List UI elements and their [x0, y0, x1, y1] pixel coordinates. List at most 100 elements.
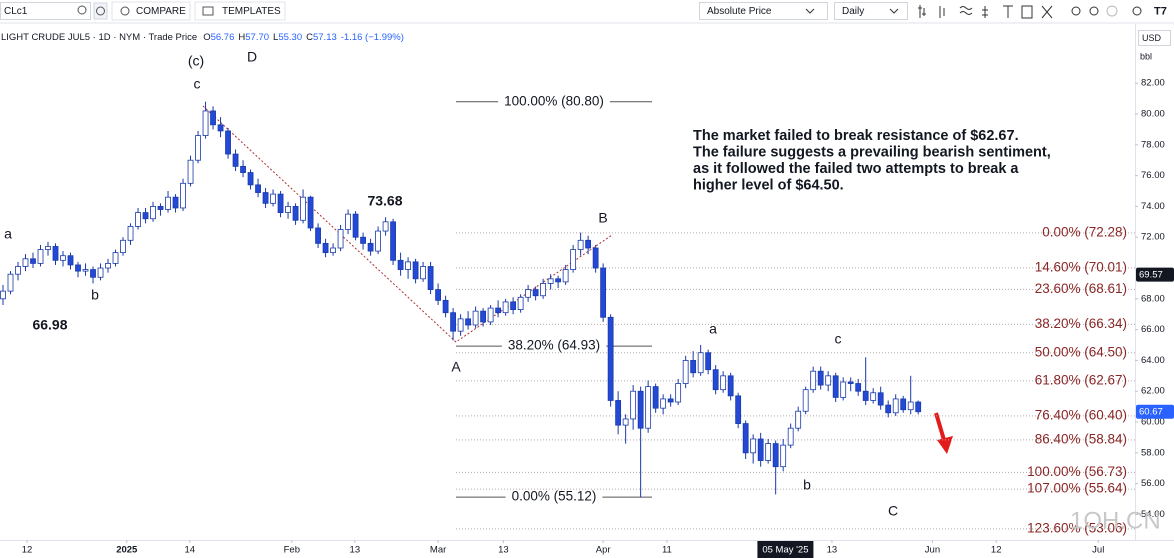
dropdown-arrow [889, 8, 899, 14]
candle-body [772, 443, 779, 468]
candle-body [780, 444, 787, 468]
candle-body [270, 193, 276, 204]
candle-body [810, 370, 817, 391]
candle-body [390, 221, 396, 261]
candle-body [487, 307, 494, 323]
fib-level-label: 38.20% (64.93) [508, 338, 600, 353]
candle-body [915, 401, 922, 413]
compare-label[interactable]: COMPARE [136, 6, 186, 17]
candle-body [870, 392, 877, 401]
x-tick-label: 13 [498, 545, 509, 556]
x-tick-label: 13 [827, 545, 838, 556]
currency[interactable]: USD [1142, 33, 1162, 43]
legend-key: L [273, 32, 278, 43]
candle-body [427, 266, 434, 290]
watermark: 1OH.CN [1070, 507, 1161, 534]
candle-body [742, 423, 749, 454]
price-badge-label: 60.67 [1139, 407, 1163, 418]
symbol[interactable]: CLc1 [4, 6, 28, 17]
candle-body [307, 196, 314, 229]
candle-body [562, 269, 569, 283]
candle-body [22, 258, 29, 267]
candle-body [105, 263, 111, 269]
candle-body [727, 375, 734, 397]
candle-body [877, 392, 884, 406]
candle-body [435, 289, 441, 301]
candle-body [210, 110, 216, 126]
candle-body [405, 261, 411, 270]
candle-body [457, 318, 464, 332]
crosshair-date-badge [757, 541, 814, 558]
candle-body [292, 206, 299, 221]
templates-label[interactable]: TEMPLATES [222, 6, 281, 17]
legend-title: LIGHT CRUDE JUL5 · 1D · NYM · Trade Pric… [1, 32, 197, 43]
candle-body [262, 192, 269, 204]
candle-body [600, 267, 607, 318]
currency-box[interactable] [1138, 30, 1171, 46]
templates-icon [202, 6, 214, 16]
wave-label: b [803, 477, 811, 493]
wave-label: A [451, 359, 461, 375]
wave-label: 66.98 [32, 317, 67, 333]
candle-body [712, 369, 719, 391]
candle-body [247, 172, 254, 186]
price-mode[interactable]: Absolute Price [707, 6, 772, 17]
legend-value: 57.70 [245, 32, 269, 43]
y-tick-label: 80.00 [1141, 109, 1165, 120]
wave-label: C [888, 503, 898, 519]
candle-body [502, 301, 509, 314]
y-tick-label: 62.00 [1141, 386, 1165, 397]
search-icon[interactable] [77, 5, 87, 15]
red-arrow [934, 412, 953, 454]
candle-body [127, 226, 134, 241]
candle-body [577, 239, 584, 250]
candle-body [847, 381, 854, 384]
legend-key: C [306, 32, 313, 43]
candle-body [825, 375, 832, 386]
x-tick-label: 14 [185, 545, 196, 556]
candle-body [757, 438, 764, 461]
y-tick-label: 58.00 [1141, 447, 1165, 458]
price-badge [1136, 404, 1174, 419]
candle-body [555, 278, 562, 283]
fib-level-label: 76.40% (60.40) [1035, 407, 1127, 422]
candle-body [720, 375, 727, 391]
wave-label: c [194, 76, 201, 92]
wave-label: b [91, 287, 99, 303]
candle-body [112, 252, 119, 264]
candle-body [832, 375, 839, 398]
templates-button[interactable] [194, 1, 286, 21]
candle-body [397, 259, 404, 270]
y-tick-label: 82.00 [1141, 78, 1165, 89]
dropdown-arrow [805, 8, 815, 14]
symbol-input[interactable] [0, 2, 91, 20]
wave-label: a [709, 321, 717, 337]
candle-body [382, 221, 389, 232]
candle-body [787, 427, 794, 446]
price-mode-select[interactable] [699, 2, 828, 20]
wave-label: c [835, 331, 842, 347]
wave-label: D [247, 49, 257, 65]
interval-select[interactable] [834, 2, 908, 20]
candle-body [495, 307, 502, 314]
clock-button[interactable] [93, 2, 108, 20]
legend-change: -1.16 (−1.99%) [341, 32, 404, 43]
compare-button[interactable] [111, 1, 191, 21]
candle-body [172, 196, 179, 209]
candle-body [157, 206, 164, 210]
fib-level-label: 86.40% (58.84) [1035, 431, 1127, 446]
fib-level-label: 123.60% (53.06) [1027, 520, 1127, 535]
candle-body [360, 236, 366, 244]
legend: LIGHT CRUDE JUL5 · 1D · NYM · Trade Pric… [1, 32, 404, 43]
tool-icons[interactable] [918, 5, 1142, 19]
interval[interactable]: Daily [842, 6, 864, 17]
candle-body [82, 269, 89, 272]
candle-body [900, 398, 907, 411]
candle-body [300, 196, 306, 221]
legend-key: O [203, 32, 210, 43]
candle-body [585, 239, 592, 249]
candle-body [277, 193, 284, 213]
candle-body [165, 196, 171, 210]
note-line: The failure suggests a prevailing bearis… [693, 144, 1051, 160]
